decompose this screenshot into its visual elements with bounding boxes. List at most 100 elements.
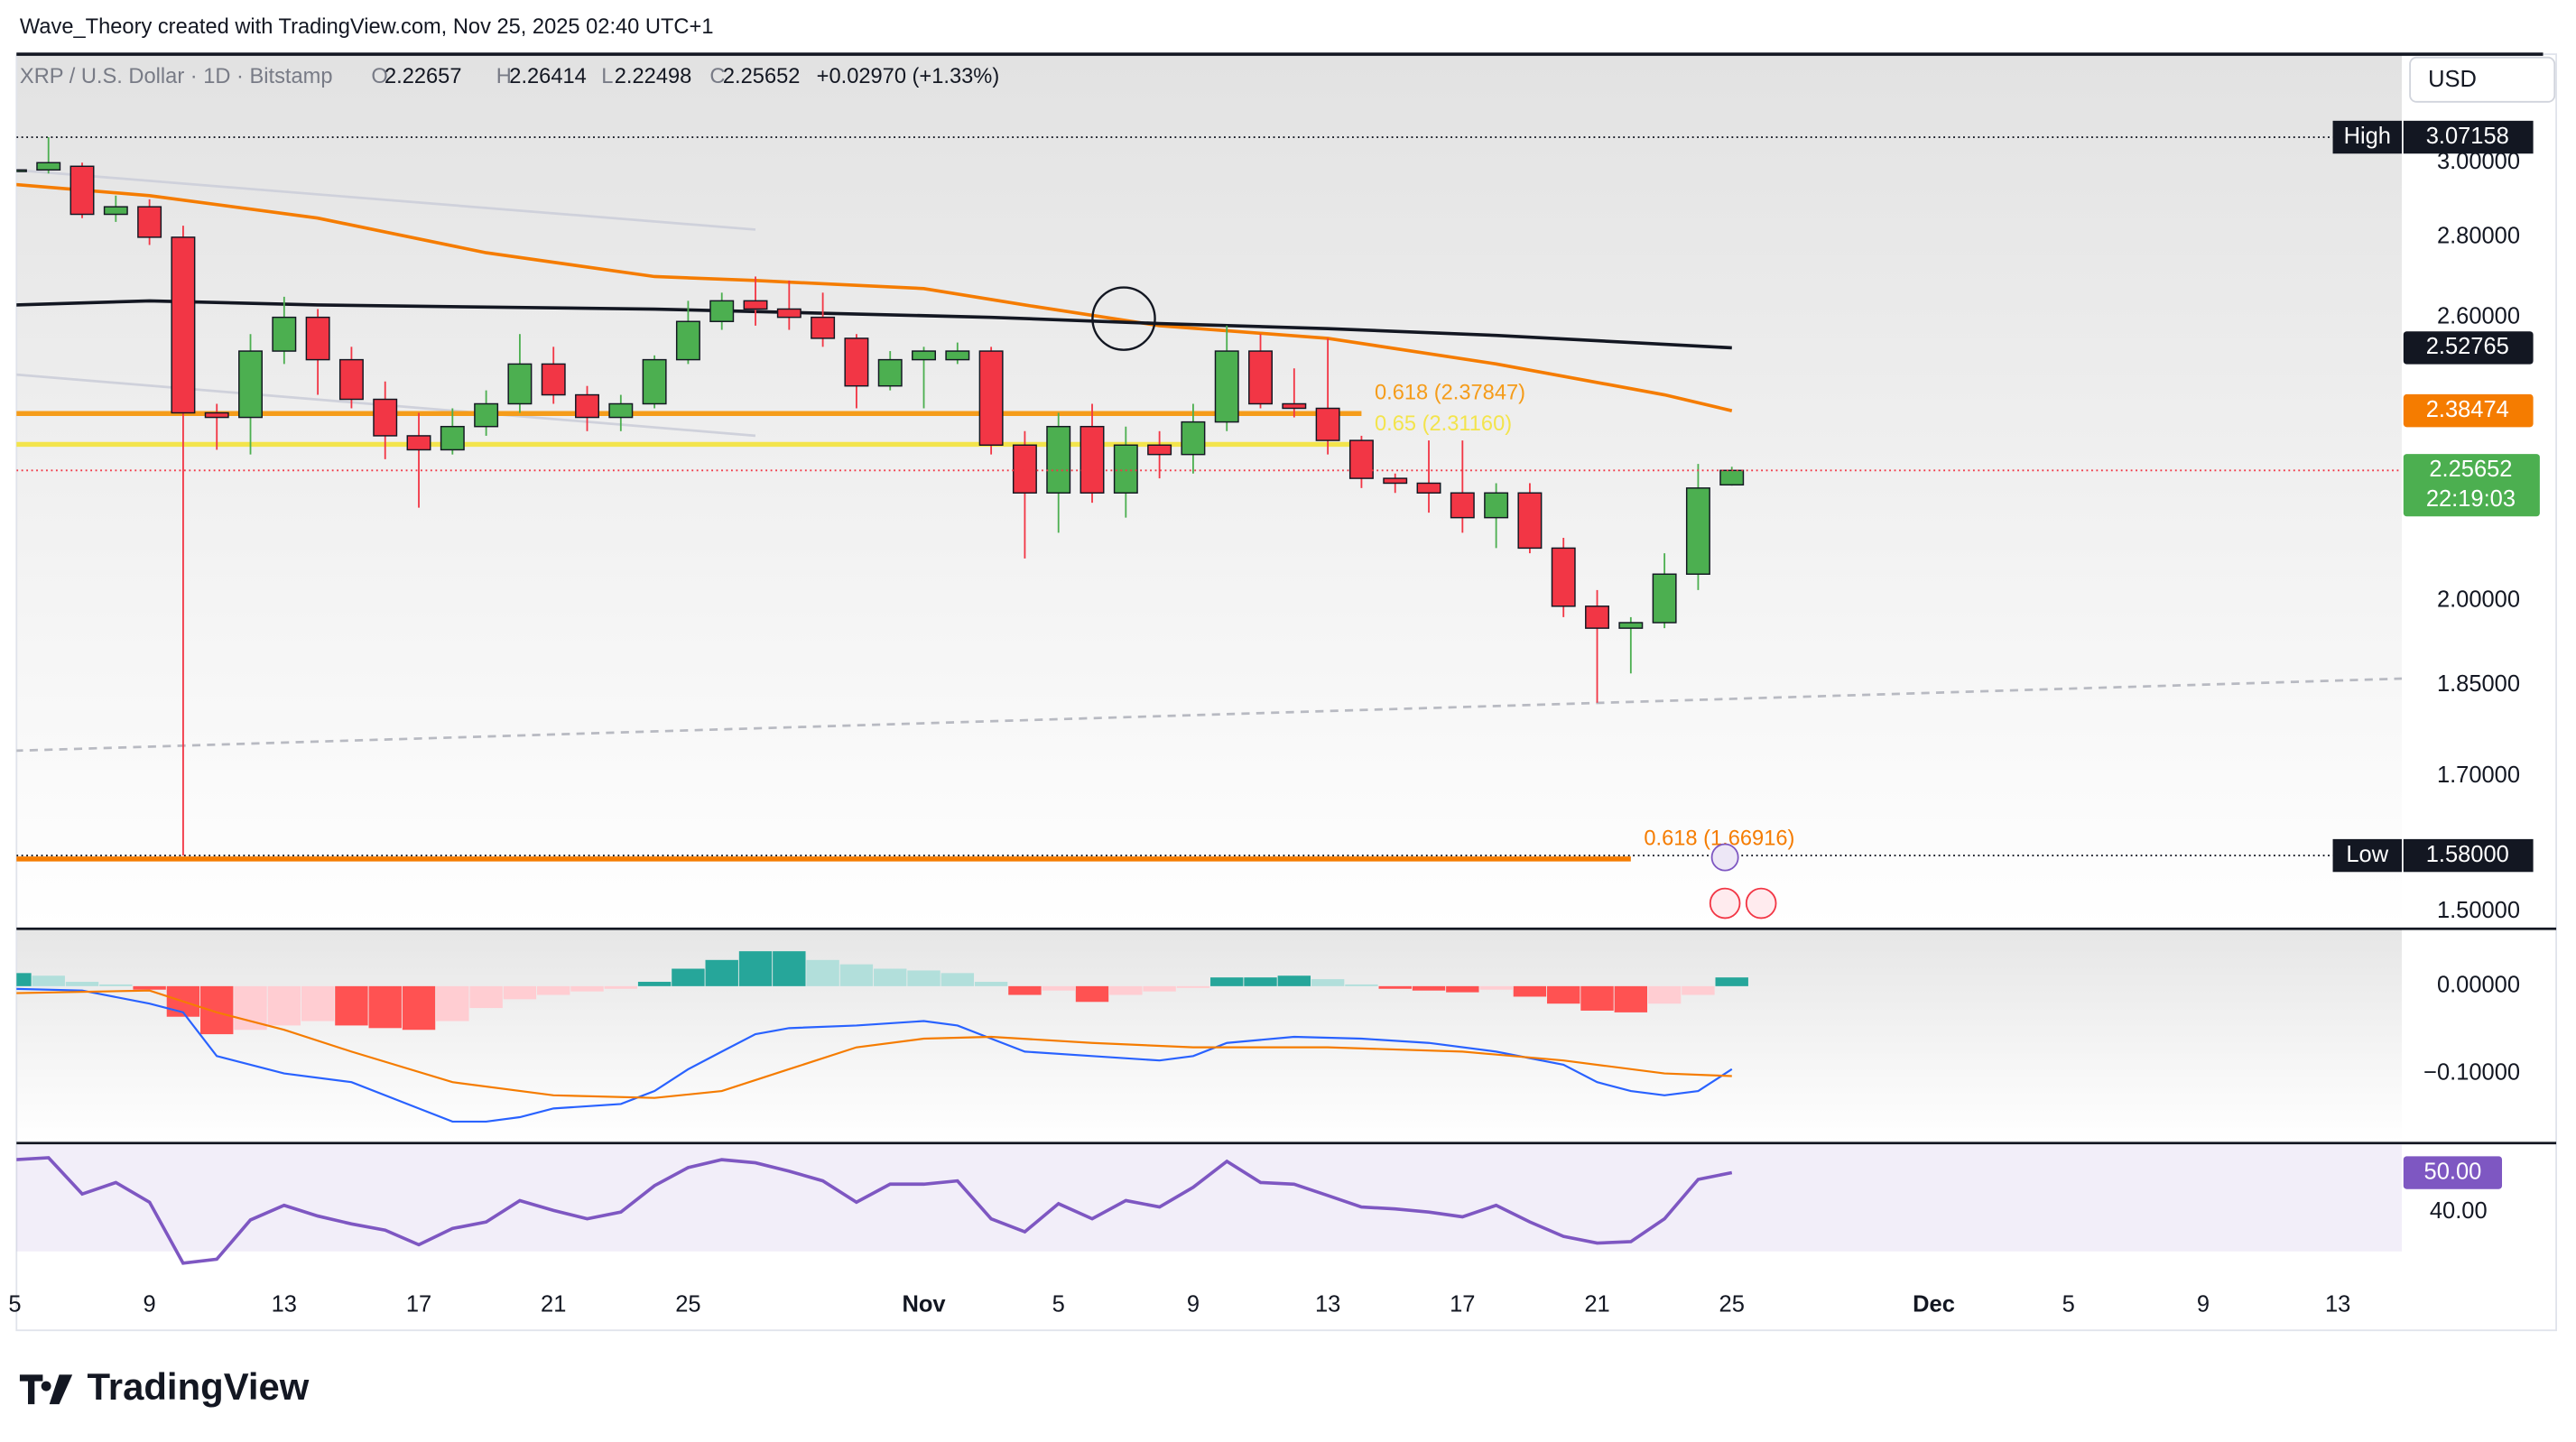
macd-histogram-bar — [335, 985, 368, 1026]
rsi-value-label: 50.00 — [2424, 1159, 2482, 1184]
y-tick-label: 1.85000 — [2437, 671, 2520, 697]
macd-histogram-bar — [1311, 979, 1345, 986]
macd-histogram-bar — [1210, 977, 1244, 986]
macd-histogram-bar — [907, 970, 941, 986]
macd-histogram-bar — [32, 975, 65, 986]
rsi-pane — [16, 1144, 2402, 1278]
macd-histogram-bar — [1176, 985, 1210, 988]
x-tick-label: 21 — [541, 1292, 566, 1317]
legend-key: H — [496, 65, 512, 88]
marker-value: 1.58000 — [2426, 842, 2509, 867]
macd-histogram-bar — [637, 982, 672, 986]
macd-histogram-bar — [469, 985, 503, 1009]
macd-histogram-bar — [1580, 985, 1614, 1011]
event-icon — [1710, 843, 1739, 872]
macd-histogram-bar — [1378, 985, 1412, 989]
candle-body — [69, 165, 95, 216]
legend-change: +0.02970 (+1.33%) — [817, 65, 1000, 88]
legend-value: 2.25652 — [723, 65, 801, 88]
macd-histogram-bar — [16, 973, 32, 986]
candle-body — [541, 363, 566, 396]
event-icon — [1745, 887, 1777, 920]
candle-body — [1517, 492, 1543, 550]
y-tick-label: 2.00000 — [2437, 587, 2520, 613]
marker-name: High — [2344, 124, 2391, 149]
candle-body — [440, 425, 465, 451]
symbol-title: XRP / U.S. Dollar · 1D · Bitstamp — [20, 65, 333, 88]
candle-body — [1585, 605, 1609, 629]
candle-body — [575, 393, 599, 419]
fib-label: 0.618 (2.37847) — [1375, 382, 1525, 405]
macd-histogram-bar — [1715, 977, 1748, 986]
macd-histogram-bar — [267, 985, 301, 1026]
legend-value: 2.22498 — [615, 65, 692, 88]
marker-value: 3.07158 — [2426, 124, 2509, 149]
x-tick-label: 9 — [2197, 1292, 2210, 1317]
candle-body — [1248, 350, 1273, 405]
marker-name: Low — [2346, 842, 2388, 867]
header: Wave_Theory created with TradingView.com… — [20, 15, 714, 39]
x-tick-label: 9 — [1187, 1292, 1200, 1317]
macd-histogram-bar — [1109, 985, 1143, 995]
macd-histogram-bar — [1008, 985, 1042, 995]
candle-body — [912, 350, 936, 361]
currency: USD — [2428, 67, 2477, 92]
ma-value-label: 2.38474 — [2426, 397, 2509, 422]
x-tick-label: 17 — [1450, 1292, 1475, 1317]
candle-body — [608, 402, 634, 419]
macd-histogram-bar — [234, 985, 267, 1031]
candle-body — [1348, 439, 1374, 479]
macd-histogram-bar — [1345, 984, 1378, 986]
candle-body — [1012, 444, 1037, 494]
candle-body — [238, 350, 263, 419]
annotation-circle — [1091, 286, 1156, 351]
candle-body — [1551, 547, 1576, 607]
macd-histogram-bar — [570, 985, 604, 992]
macd-histogram-bar — [537, 985, 570, 995]
candle-body — [978, 350, 1004, 446]
brand-logo — [19, 1374, 73, 1405]
y-tick-label: 1.50000 — [2437, 898, 2520, 923]
candle-body — [474, 402, 499, 428]
currency-box[interactable] — [2409, 56, 2556, 103]
moving-average — [16, 182, 1733, 412]
marker-box — [2332, 120, 2402, 154]
countdown: 22:19:03 — [2426, 486, 2516, 512]
labels: 3.000002.800002.600002.000001.850001.700… — [8, 65, 2540, 1317]
macd-histogram-bar — [806, 959, 839, 986]
candle-body — [137, 206, 162, 238]
candle-body — [338, 358, 364, 401]
last-price-box — [2403, 454, 2540, 517]
ma-value-label: 2.52765 — [2426, 334, 2509, 359]
candle-body — [1416, 482, 1441, 494]
ma-value-box — [2403, 331, 2534, 365]
macd-histogram-bar — [1513, 985, 1547, 997]
macd-histogram-bar — [436, 985, 469, 1021]
legend-key: L — [601, 65, 613, 88]
x-tick-label: 21 — [1584, 1292, 1609, 1317]
macd-line — [16, 989, 1732, 1099]
y-tick-label: 1.70000 — [2437, 763, 2520, 788]
candle-body — [1113, 444, 1138, 494]
candle-body — [204, 411, 229, 419]
macd-histogram-bar — [133, 985, 166, 990]
candle-body — [406, 435, 431, 451]
macd-histogram-bar — [705, 959, 738, 986]
candle-body — [373, 398, 398, 437]
macd-histogram-bar — [1446, 985, 1479, 993]
x-tick-label: 25 — [1719, 1292, 1745, 1317]
candle-body — [1046, 425, 1071, 494]
candle-body — [1618, 622, 1644, 629]
macd-histogram-bar — [941, 973, 975, 986]
macd-histogram-bar — [503, 985, 537, 1000]
macd-histogram-bar — [773, 951, 806, 986]
x-tick-label: 5 — [8, 1292, 21, 1317]
macd-histogram-bar — [1042, 985, 1075, 991]
brand: TradingView — [88, 1365, 310, 1408]
macd-histogram-bar — [672, 968, 705, 986]
y-tick-label: 2.60000 — [2437, 303, 2520, 328]
trendline — [16, 169, 756, 231]
macd-pane — [16, 929, 2402, 1142]
candle-body — [272, 316, 297, 352]
